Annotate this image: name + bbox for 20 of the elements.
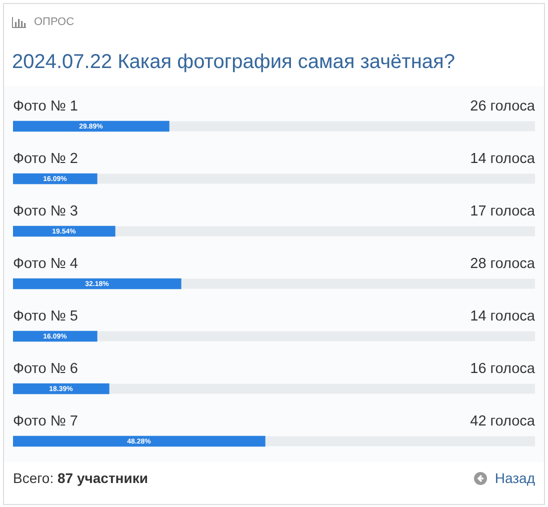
y-tick-label: Фото № 3 bbox=[13, 203, 78, 220]
text: Назад bbox=[494, 470, 535, 486]
annotation: 14 голоса bbox=[470, 308, 536, 324]
y-tick-label: Фото № 1 bbox=[13, 98, 78, 114]
bar bbox=[13, 383, 110, 394]
annotation: 17 голоса bbox=[470, 203, 536, 220]
chart-title: 2024.07.22 Какая фотография самая зачётная? bbox=[12, 51, 455, 74]
y-tick-label: Фото № 5 bbox=[13, 308, 78, 324]
y-tick-label: Фото № 6 bbox=[13, 360, 78, 377]
bar bbox=[13, 226, 116, 237]
text: Всего: 87 участники bbox=[13, 470, 148, 486]
annotation: 42 голоса bbox=[470, 413, 536, 430]
annotation: 16 голоса bbox=[470, 360, 536, 377]
y-tick-label: Фото № 4 bbox=[13, 256, 78, 272]
y-tick-label: Фото № 2 bbox=[13, 150, 78, 167]
annotation: 28 голоса bbox=[470, 256, 536, 272]
chart-subtitle: ОПРОС bbox=[34, 16, 74, 28]
annotation: 14 голоса bbox=[470, 150, 536, 167]
y-tick-label: Фото № 7 bbox=[13, 413, 78, 430]
annotation: 26 голоса bbox=[470, 98, 536, 114]
